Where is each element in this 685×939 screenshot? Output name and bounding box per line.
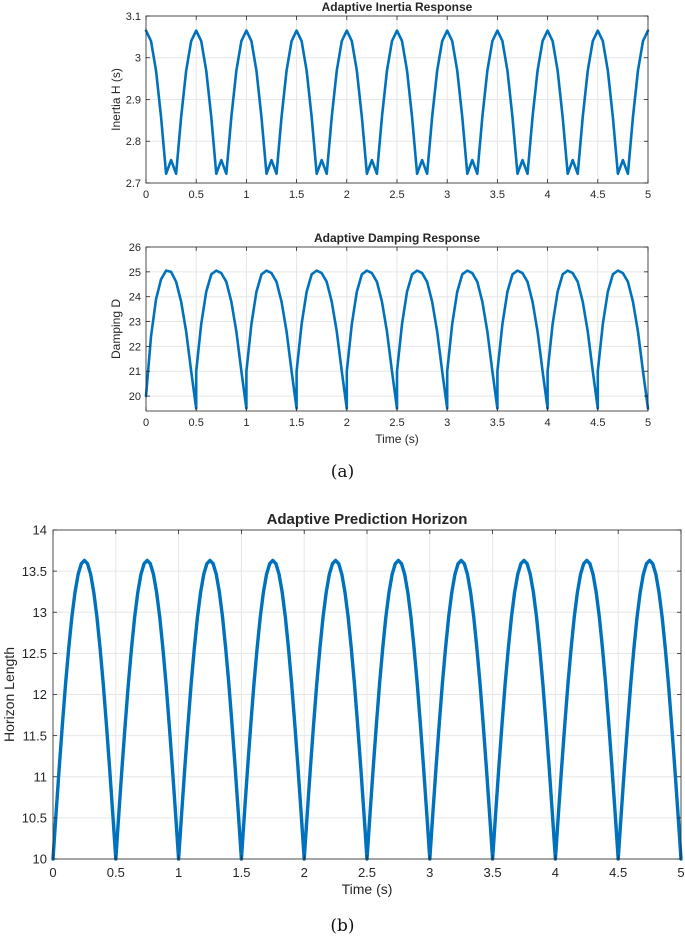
- damping-x-tick-label: 2.5: [389, 417, 404, 429]
- damping-title: Adaptive Damping Response: [314, 231, 480, 245]
- horizon-y-tick-label: 11.5: [23, 728, 47, 743]
- damping-y-tick-label: 24: [129, 292, 141, 304]
- caption-b: (b): [330, 916, 355, 936]
- horizon-y-tick-label: 10: [33, 852, 47, 867]
- figure-panel-a: 0 0.5 1 1.5 2 2.5 3 3.5 4 4.5 5 2.7 2.8 2.9 3 3.1 Adapti…: [109, 0, 651, 446]
- horizon-y-tick-label: 13: [33, 605, 47, 620]
- horizon-x-tick-label: 1.5: [232, 865, 250, 880]
- horizon-x-tick-label: 4: [552, 865, 559, 880]
- damping-x-tick-label: 1.5: [289, 417, 304, 429]
- damping-x-axis-label: Time (s): [375, 432, 419, 446]
- figure-panel-b: 0 0.5 1 1.5 2 2.5 3 3.5 4 4.5 51010.51111.51212.51…: [1, 511, 685, 897]
- damping-y-tick-label: 23: [129, 317, 141, 329]
- damping-x-tick-label: 3: [444, 417, 450, 429]
- damping-chart: 0 0.5 1 1.5 2 2.5 3 3.5 4 4.5 5 20 21 22 23 24 25 26 Adapt…: [109, 231, 651, 446]
- horizon-y-tick-label: 11: [34, 769, 48, 784]
- horizon-y-tick-label: 12: [33, 687, 47, 702]
- inertia-x-tick-label: 1.5: [289, 189, 304, 201]
- horizon-y-tick-label: 12.5: [22, 646, 47, 661]
- damping-x-tick-label: 0.5: [189, 417, 204, 429]
- inertia-x-tick-label: 3.5: [490, 189, 505, 201]
- inertia-title: Adaptive Inertia Response: [322, 0, 473, 14]
- horizon-x-tick-label: 3: [426, 865, 433, 880]
- damping-y-tick-label: 22: [129, 341, 141, 353]
- horizon-title: Adaptive Prediction Horizon: [267, 511, 468, 528]
- damping-x-tick-label: 4.5: [590, 417, 605, 429]
- damping-x-tick-label: 4: [545, 417, 551, 429]
- horizon-x-tick-label: 1: [175, 865, 182, 880]
- inertia-x-tick-label: 2: [344, 189, 350, 201]
- horizon-x-tick-label: 0: [49, 865, 56, 880]
- inertia-x-tick-label: 0.5: [189, 189, 204, 201]
- damping-x-tick-label: 5: [645, 417, 651, 429]
- inertia-series-line: [144, 29, 650, 176]
- damping-x-tick-label: 0: [143, 417, 149, 429]
- damping-x-tick-label: 1: [243, 417, 249, 429]
- damping-y-tick-label: 26: [129, 242, 141, 254]
- inertia-y-tick-label: 2.7: [126, 178, 141, 190]
- inertia-x-tick-label: 3: [444, 189, 450, 201]
- damping-x-tick-label: 2: [344, 417, 350, 429]
- horizon-x-tick-label: 4.5: [609, 865, 627, 880]
- damping-y-tick-label: 20: [129, 391, 141, 403]
- horizon-y-axis-label: Horizon Length: [1, 647, 17, 742]
- horizon-x-axis-label: Time (s): [342, 881, 393, 897]
- inertia-x-tick-label: 4: [545, 189, 551, 201]
- inertia-y-tick-label: 3.1: [126, 11, 141, 23]
- horizon-y-tick-label: 14: [33, 523, 47, 538]
- caption-a: (a): [330, 462, 355, 482]
- damping-x-tick-label: 3.5: [490, 417, 505, 429]
- inertia-x-tick-label: 2.5: [389, 189, 404, 201]
- inertia-x-tick-label: 5: [645, 189, 651, 201]
- inertia-x-tick-label: 1: [243, 189, 249, 201]
- inertia-x-tick-label: 4.5: [590, 189, 605, 201]
- inertia-chart: 0 0.5 1 1.5 2 2.5 3 3.5 4 4.5 5 2.7 2.8 2.9 3 3.1 Adapti…: [109, 0, 651, 201]
- inertia-y-tick-label: 2.8: [126, 136, 141, 148]
- inertia-y-axis-label: Inertia H (s): [109, 68, 123, 131]
- horizon-y-tick-label: 10.5: [22, 811, 47, 826]
- horizon-y-tick-label: 13.5: [22, 564, 47, 579]
- damping-y-axis-label: Damping D: [109, 299, 123, 359]
- horizon-x-tick-label: 0.5: [107, 865, 125, 880]
- damping-series-line: [144, 269, 650, 410]
- inertia-y-tick-label: 2.9: [126, 94, 141, 106]
- inertia-y-tick-label: 3: [135, 53, 141, 65]
- horizon-chart: 0 0.5 1 1.5 2 2.5 3 3.5 4 4.5 51010.51111.51212.51…: [1, 511, 685, 897]
- horizon-x-tick-label: 5: [677, 865, 684, 880]
- horizon-x-tick-label: 3.5: [484, 865, 502, 880]
- damping-y-tick-label: 21: [129, 366, 141, 378]
- horizon-x-tick-label: 2: [301, 865, 308, 880]
- damping-y-tick-label: 25: [129, 267, 141, 279]
- inertia-x-tick-label: 0: [143, 189, 149, 201]
- horizon-x-tick-label: 2.5: [358, 865, 376, 880]
